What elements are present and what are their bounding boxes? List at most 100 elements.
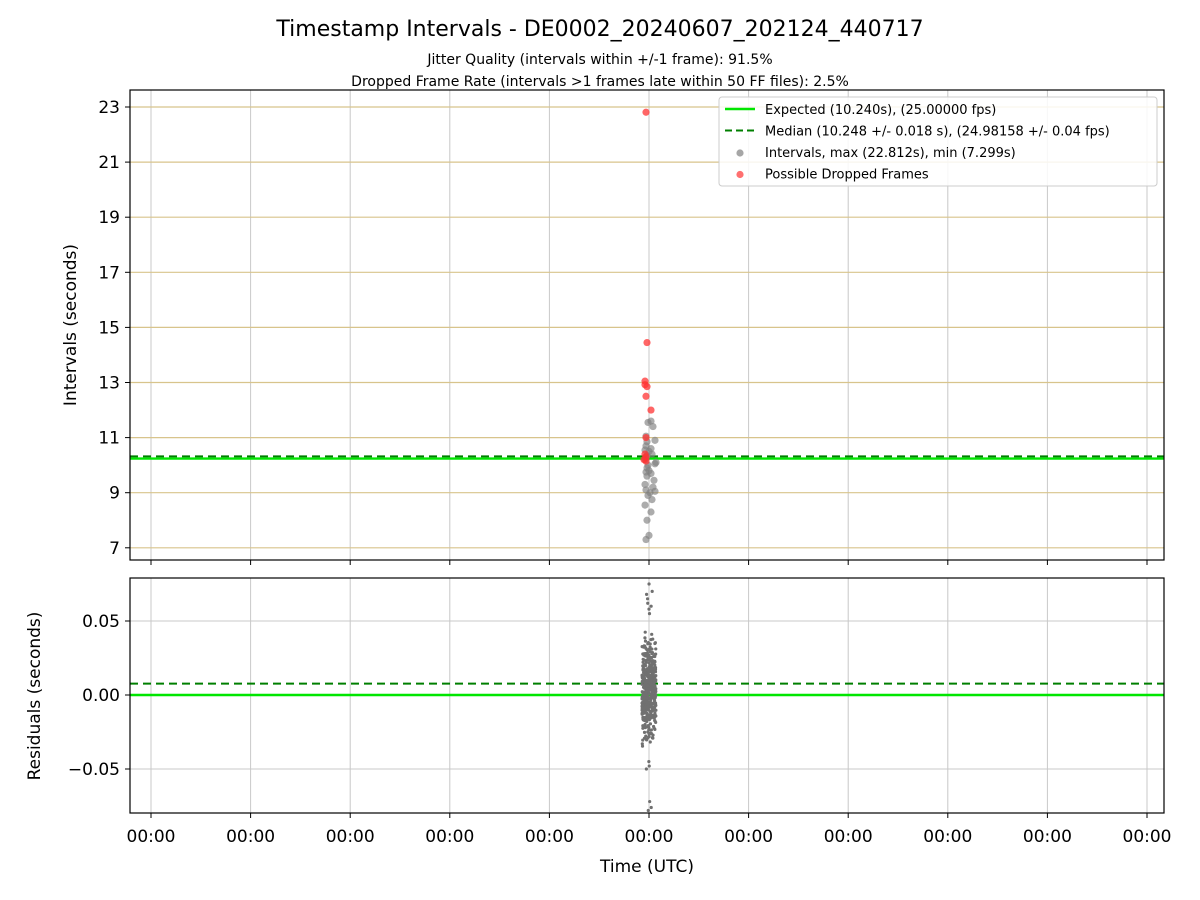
legend-dot-swatch	[736, 170, 744, 179]
residual-outlier-point	[644, 592, 649, 596]
residual-point	[646, 736, 650, 740]
interval-point	[651, 487, 659, 495]
residual-point	[643, 722, 647, 727]
residual-point	[640, 697, 644, 701]
residual-point	[653, 718, 657, 723]
residual-point	[646, 689, 650, 693]
residual-point	[648, 722, 653, 726]
interval-point	[647, 508, 655, 516]
interval-point	[644, 418, 652, 427]
residual-point	[650, 686, 654, 690]
residual-point	[651, 736, 655, 740]
x-tick-label: 00:00	[127, 827, 176, 847]
residual-point	[645, 719, 649, 724]
residual-point	[652, 681, 656, 685]
residual-point	[643, 654, 648, 658]
residual-point	[650, 632, 654, 636]
dropped-frame-point	[643, 383, 651, 391]
residual-point	[653, 696, 657, 700]
interval-point	[652, 458, 660, 466]
residual-point	[647, 717, 651, 721]
residual-point	[652, 715, 656, 720]
chart-subtitle-2: Dropped Frame Rate (intervals >1 frames …	[351, 74, 849, 90]
residual-point	[643, 695, 647, 700]
residual-point	[640, 673, 644, 677]
intervals-plot-frame	[129, 89, 1165, 561]
residual-point	[649, 704, 653, 708]
residual-point	[646, 714, 650, 718]
interval-point	[641, 480, 649, 489]
residual-point	[642, 644, 646, 648]
residual-point	[646, 642, 650, 646]
residual-point	[645, 658, 649, 662]
residual-point	[654, 708, 658, 712]
residual-point	[642, 736, 647, 740]
x-tick-label: 00:00	[724, 827, 773, 847]
residual-point	[646, 706, 650, 710]
x-tick-label: 00:00	[923, 827, 972, 847]
residual-point	[654, 689, 658, 694]
residual-point	[644, 681, 648, 685]
residual-point	[651, 733, 655, 737]
residual-point	[641, 717, 645, 721]
residual-point	[646, 700, 650, 704]
legend-dot-swatch	[736, 149, 744, 157]
residuals-panel: −0.05 0.00 0.05 00:00 00:00 00:00 00:00 00:00 0…	[25, 577, 1172, 877]
residuals-y-tick-label: −0.05	[68, 760, 120, 780]
residual-point	[651, 661, 655, 665]
interval-point	[649, 422, 657, 431]
residual-point	[651, 724, 656, 729]
x-tick-label: 00:00	[226, 827, 275, 847]
residual-outlier-point	[647, 760, 651, 764]
residual-outlier-point	[647, 764, 651, 768]
residual-outlier-point	[648, 799, 652, 804]
residual-point	[643, 685, 647, 689]
residual-point	[647, 661, 651, 665]
dropped-frame-point	[642, 457, 650, 465]
dropped-frame-point	[647, 406, 655, 414]
residual-outlier-point	[644, 767, 648, 771]
residual-point	[649, 669, 654, 673]
intervals-y-tick-label: 11	[98, 429, 120, 449]
residual-point	[641, 657, 645, 661]
residual-point	[654, 693, 658, 698]
residual-outlier-point	[647, 607, 651, 611]
residual-point	[642, 652, 646, 656]
dropped-frame-point	[642, 108, 650, 116]
residual-outlier-point	[646, 808, 650, 813]
residual-point	[653, 704, 657, 708]
residual-point	[641, 707, 646, 711]
intervals-y-axis-label: Intervals (seconds)	[61, 244, 81, 406]
residual-point	[643, 726, 647, 730]
intervals-y-tick-label: 9	[109, 484, 120, 504]
residual-outlier-point	[649, 604, 653, 608]
x-tick-label: 00:00	[425, 827, 474, 847]
residual-point	[652, 668, 656, 672]
residual-outlier-point	[647, 612, 652, 616]
residual-outlier-point	[647, 582, 651, 586]
residual-point	[643, 630, 647, 634]
residual-outlier-point	[650, 589, 654, 594]
residual-point	[646, 724, 650, 729]
residual-point	[654, 647, 658, 651]
residual-point	[643, 636, 647, 640]
residual-point	[653, 641, 657, 646]
interval-point	[642, 486, 650, 494]
interval-point	[647, 445, 655, 453]
legend: Expected (10.240s), (25.00000 fps) Median…	[718, 96, 1158, 187]
residual-point	[640, 703, 645, 707]
interval-point	[643, 516, 651, 524]
residual-point	[653, 666, 658, 670]
legend-entry-label: Median (10.248 +/- 0.018 s), (24.98158 +…	[765, 125, 1110, 140]
intervals-y-tick-label: 19	[98, 208, 120, 228]
residual-point	[644, 646, 648, 650]
legend-box	[718, 96, 1158, 187]
intervals-panel: 7 9 11 13 15 17 19 21 23 Intervals (seconds)	[61, 89, 1165, 565]
intervals-y-tick-label: 21	[98, 153, 120, 173]
residual-point	[640, 682, 644, 686]
residual-point	[642, 730, 647, 734]
residual-point	[642, 662, 646, 666]
intervals-y-tick-label: 7	[109, 539, 120, 559]
residual-point	[648, 740, 652, 744]
legend-entry-label: Possible Dropped Frames	[765, 168, 929, 183]
